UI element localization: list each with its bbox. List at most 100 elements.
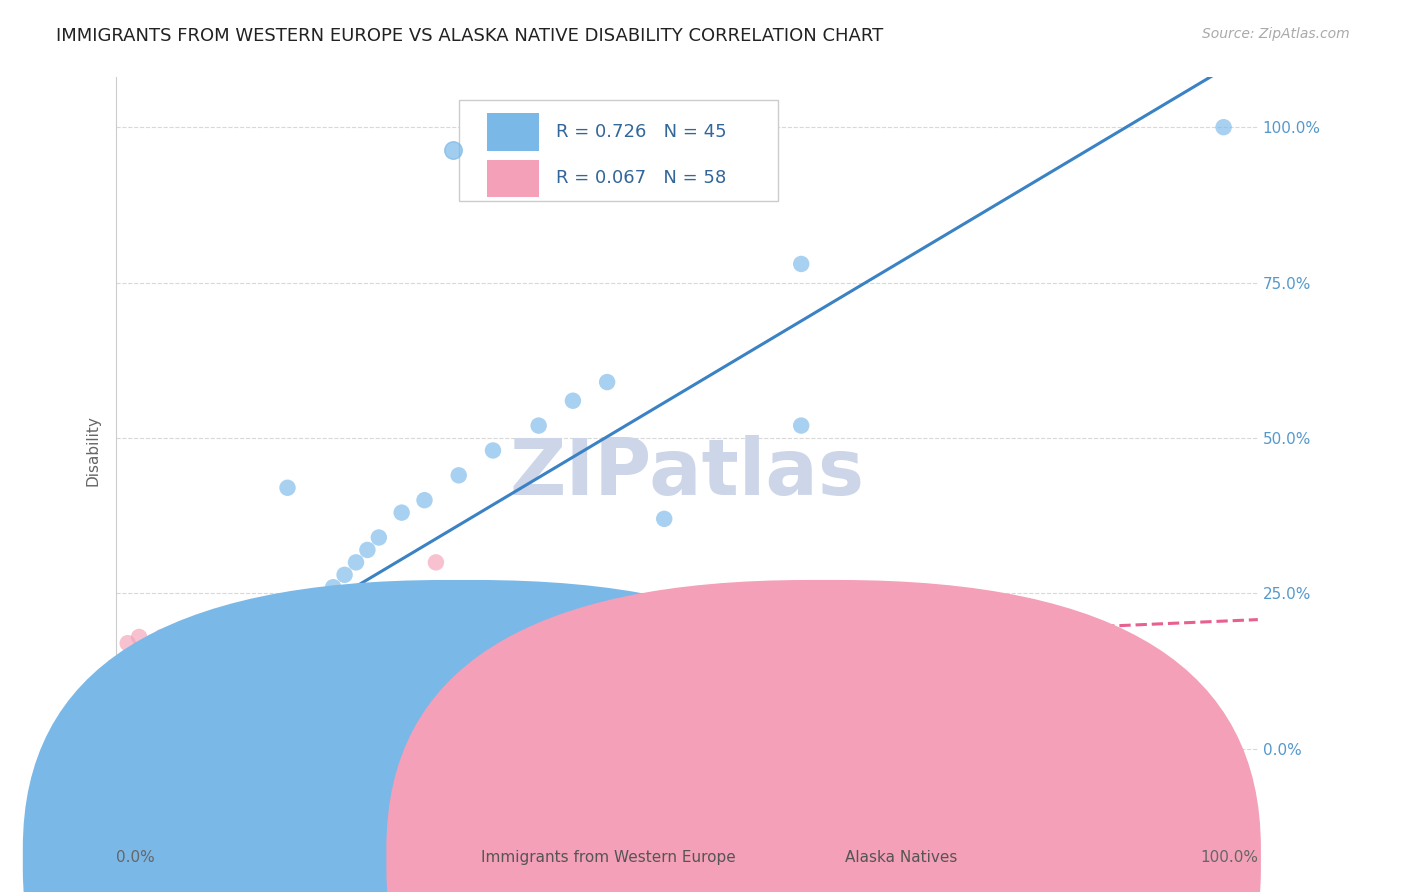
Point <box>699 630 721 644</box>
Point <box>768 617 790 632</box>
Point <box>253 655 276 669</box>
Point <box>790 418 813 433</box>
Point <box>186 686 208 700</box>
Point <box>150 698 173 713</box>
Point <box>150 723 173 738</box>
Point <box>356 636 378 650</box>
Point <box>276 617 298 632</box>
Point <box>117 636 139 650</box>
Point <box>150 661 173 675</box>
Point <box>333 567 356 582</box>
Point <box>367 531 389 545</box>
Point <box>186 624 208 638</box>
Text: R = 0.067   N = 58: R = 0.067 N = 58 <box>555 169 725 187</box>
Point <box>242 624 264 638</box>
FancyBboxPatch shape <box>488 160 538 197</box>
Point <box>173 661 195 675</box>
Point <box>139 717 162 731</box>
Point <box>790 257 813 271</box>
Point <box>208 661 231 675</box>
Point <box>162 673 184 688</box>
Point <box>538 611 561 625</box>
Point <box>264 630 287 644</box>
Point <box>128 630 150 644</box>
Point <box>128 723 150 738</box>
Point <box>391 642 413 657</box>
Point <box>139 642 162 657</box>
Point <box>846 617 869 632</box>
FancyBboxPatch shape <box>458 100 779 201</box>
Point <box>441 181 464 195</box>
Point <box>139 680 162 694</box>
Point <box>561 393 583 408</box>
Point <box>219 667 242 681</box>
Point <box>322 580 344 594</box>
Point <box>197 642 219 657</box>
Point <box>733 630 755 644</box>
Point <box>505 692 527 706</box>
Point <box>264 705 287 719</box>
FancyBboxPatch shape <box>488 113 538 151</box>
Point <box>208 630 231 644</box>
Point <box>150 630 173 644</box>
Point <box>391 506 413 520</box>
Text: ZIPatlas: ZIPatlas <box>509 434 865 511</box>
Point <box>128 711 150 725</box>
Text: Alaska Natives: Alaska Natives <box>845 850 957 865</box>
Point <box>652 512 675 526</box>
Point <box>813 617 835 632</box>
Point <box>231 636 253 650</box>
Point <box>186 655 208 669</box>
Point <box>197 680 219 694</box>
Point <box>197 711 219 725</box>
Point <box>333 630 356 644</box>
Text: 0.0%: 0.0% <box>117 850 155 865</box>
Point <box>276 481 298 495</box>
Point <box>482 443 505 458</box>
Y-axis label: Disability: Disability <box>86 415 100 486</box>
Point <box>356 543 378 558</box>
Point <box>173 705 195 719</box>
Point <box>311 680 333 694</box>
Point <box>299 592 322 607</box>
Text: 100.0%: 100.0% <box>1199 850 1258 865</box>
Text: IMMIGRANTS FROM WESTERN EUROPE VS ALASKA NATIVE DISABILITY CORRELATION CHART: IMMIGRANTS FROM WESTERN EUROPE VS ALASKA… <box>56 27 883 45</box>
Point <box>253 642 276 657</box>
Point <box>139 717 162 731</box>
Point <box>162 711 184 725</box>
Point <box>173 698 195 713</box>
Point <box>846 624 869 638</box>
Point <box>356 692 378 706</box>
Point <box>219 698 242 713</box>
Point <box>162 648 184 663</box>
Point <box>139 705 162 719</box>
Point <box>219 648 242 663</box>
Point <box>311 599 333 613</box>
Point <box>276 605 298 619</box>
Point <box>447 760 470 774</box>
Point <box>264 617 287 632</box>
Point <box>311 648 333 663</box>
Point <box>208 692 231 706</box>
Text: Source: ZipAtlas.com: Source: ZipAtlas.com <box>1202 27 1350 41</box>
Point <box>585 698 607 713</box>
Point <box>619 617 641 632</box>
Point <box>117 730 139 744</box>
Point <box>276 642 298 657</box>
Point <box>219 772 242 787</box>
Point <box>197 667 219 681</box>
Point <box>231 661 253 675</box>
Point <box>231 680 253 694</box>
Point <box>186 705 208 719</box>
Point <box>1212 120 1234 135</box>
Point <box>219 617 242 632</box>
Point <box>333 711 356 725</box>
Point <box>117 655 139 669</box>
Point <box>402 705 425 719</box>
Point <box>162 692 184 706</box>
Point <box>219 692 242 706</box>
Text: Immigrants from Western Europe: Immigrants from Western Europe <box>481 850 735 865</box>
Point <box>242 655 264 669</box>
Point <box>253 630 276 644</box>
Point <box>561 617 583 632</box>
